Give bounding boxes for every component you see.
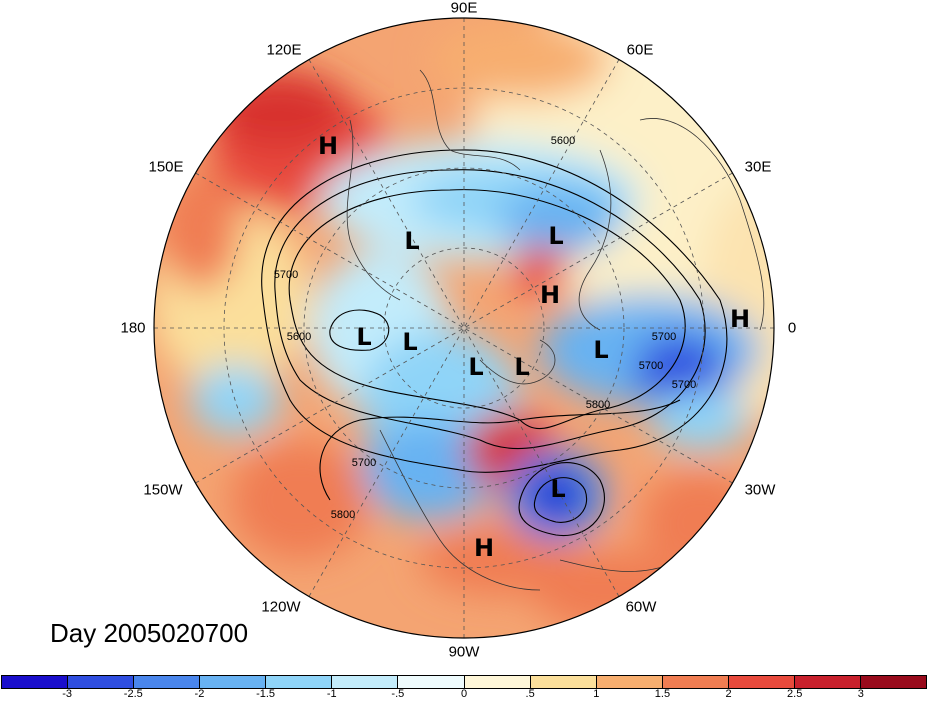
colorbar-swatch — [68, 676, 135, 688]
map-boundary — [153, 17, 775, 639]
colorbar-tick-label: -2 — [194, 688, 205, 700]
colorbar-tick-label: -1 — [326, 688, 337, 700]
low-pressure-center: L — [404, 227, 420, 255]
low-pressure-center: L — [593, 336, 609, 364]
colorbar-swatch — [464, 676, 531, 688]
lon-label-120e: 120E — [266, 41, 302, 59]
contour-label: 5600 — [286, 331, 312, 343]
colorbar-swatch — [398, 676, 465, 688]
lon-label-60e: 60E — [626, 41, 654, 59]
colorbar-swatch — [530, 676, 597, 688]
contour-label: 5800 — [330, 509, 356, 521]
low-pressure-center: L — [548, 222, 564, 250]
lon-label-90e: 90E — [450, 0, 478, 17]
high-pressure-center: H — [473, 534, 495, 562]
lon-label-180: 180 — [120, 319, 146, 337]
low-pressure-center: L — [468, 353, 484, 381]
colorbar-swatch — [596, 676, 663, 688]
colorbar-swatch — [794, 676, 862, 688]
colorbar-tick-label: 0 — [460, 688, 468, 700]
graticule — [154, 18, 774, 638]
lon-label-90w: 90W — [448, 643, 480, 661]
lon-label-150w: 150W — [143, 481, 183, 499]
contour-label: 5700 — [651, 331, 677, 343]
lon-label-120w: 120W — [261, 598, 301, 616]
colorbar-swatch — [266, 676, 333, 688]
colorbar-tick-label: -3 — [62, 688, 73, 700]
lon-label-30e: 30E — [744, 158, 772, 176]
colorbar-tick-label: 3 — [857, 688, 864, 700]
date-title: Day 2005020700 — [50, 618, 249, 648]
colorbar — [1, 675, 927, 689]
contour-label: 5800 — [585, 399, 611, 411]
colorbar-swatch — [662, 676, 729, 688]
colorbar-tick-label: 1 — [593, 688, 600, 700]
lon-label-60w: 60W — [625, 598, 657, 616]
high-pressure-center: H — [729, 305, 751, 333]
colorbar-swatch — [134, 676, 201, 688]
lon-label-30w: 30W — [744, 481, 776, 499]
low-pressure-center: L — [514, 353, 530, 381]
coastlines — [346, 69, 765, 591]
colorbar-swatch — [332, 676, 399, 688]
colorbar-swatch — [200, 676, 267, 688]
colorbar-tick-label: .5 — [525, 688, 535, 700]
colorbar-tick-label: -2.5 — [123, 688, 143, 700]
contour-label: 5700 — [273, 269, 299, 281]
high-pressure-center: H — [539, 281, 561, 309]
colorbar-tick-label: 1.5 — [654, 688, 671, 700]
high-pressure-center: H — [317, 132, 339, 160]
colorbar-tick-label: 2 — [725, 688, 732, 700]
colorbar-tick-label: 2.5 — [787, 688, 803, 700]
colorbar-swatch — [728, 676, 795, 688]
polar-map — [153, 17, 775, 639]
low-pressure-center: L — [550, 475, 566, 503]
colorbar-tick-label: -1.5 — [256, 688, 276, 700]
colorbar-swatch — [861, 676, 927, 688]
contour-label: 5700 — [351, 457, 377, 469]
contour-label: 5700 — [638, 360, 664, 372]
low-pressure-center: L — [356, 323, 372, 351]
contour-label: 5600 — [550, 135, 576, 147]
lon-label-150e: 150E — [148, 158, 184, 176]
height-contours — [261, 149, 728, 537]
colorbar-swatch — [2, 676, 69, 688]
colorbar-tick-label: -.5 — [391, 688, 405, 700]
contour-label: 5700 — [671, 379, 697, 391]
lon-label-0: 0 — [787, 319, 797, 337]
low-pressure-center: L — [402, 328, 418, 356]
